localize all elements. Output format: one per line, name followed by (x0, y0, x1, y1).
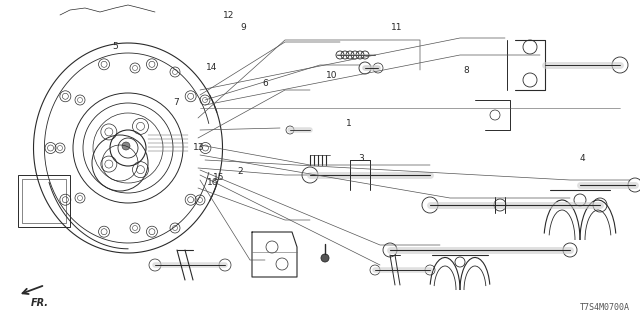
Text: 1: 1 (346, 119, 351, 128)
Text: 12: 12 (223, 12, 235, 20)
Text: 7: 7 (173, 98, 179, 107)
Text: 5: 5 (113, 42, 118, 51)
Text: 4: 4 (580, 154, 585, 163)
Text: 6: 6 (263, 79, 268, 88)
Text: T7S4M0700A: T7S4M0700A (580, 303, 630, 312)
Text: 2: 2 (237, 167, 243, 176)
Text: 13: 13 (193, 143, 204, 152)
Text: 15: 15 (213, 173, 225, 182)
Text: 9: 9 (241, 23, 246, 32)
Circle shape (321, 254, 329, 262)
Text: 10: 10 (326, 71, 337, 80)
Text: 8: 8 (463, 66, 468, 75)
Circle shape (122, 142, 130, 150)
Text: 14: 14 (205, 63, 217, 72)
Text: 16: 16 (207, 178, 219, 187)
Bar (22, 179, 66, 223)
Text: FR.: FR. (31, 298, 49, 308)
Bar (18, 175, 70, 227)
Text: 3: 3 (359, 154, 364, 163)
Text: 11: 11 (391, 23, 403, 32)
